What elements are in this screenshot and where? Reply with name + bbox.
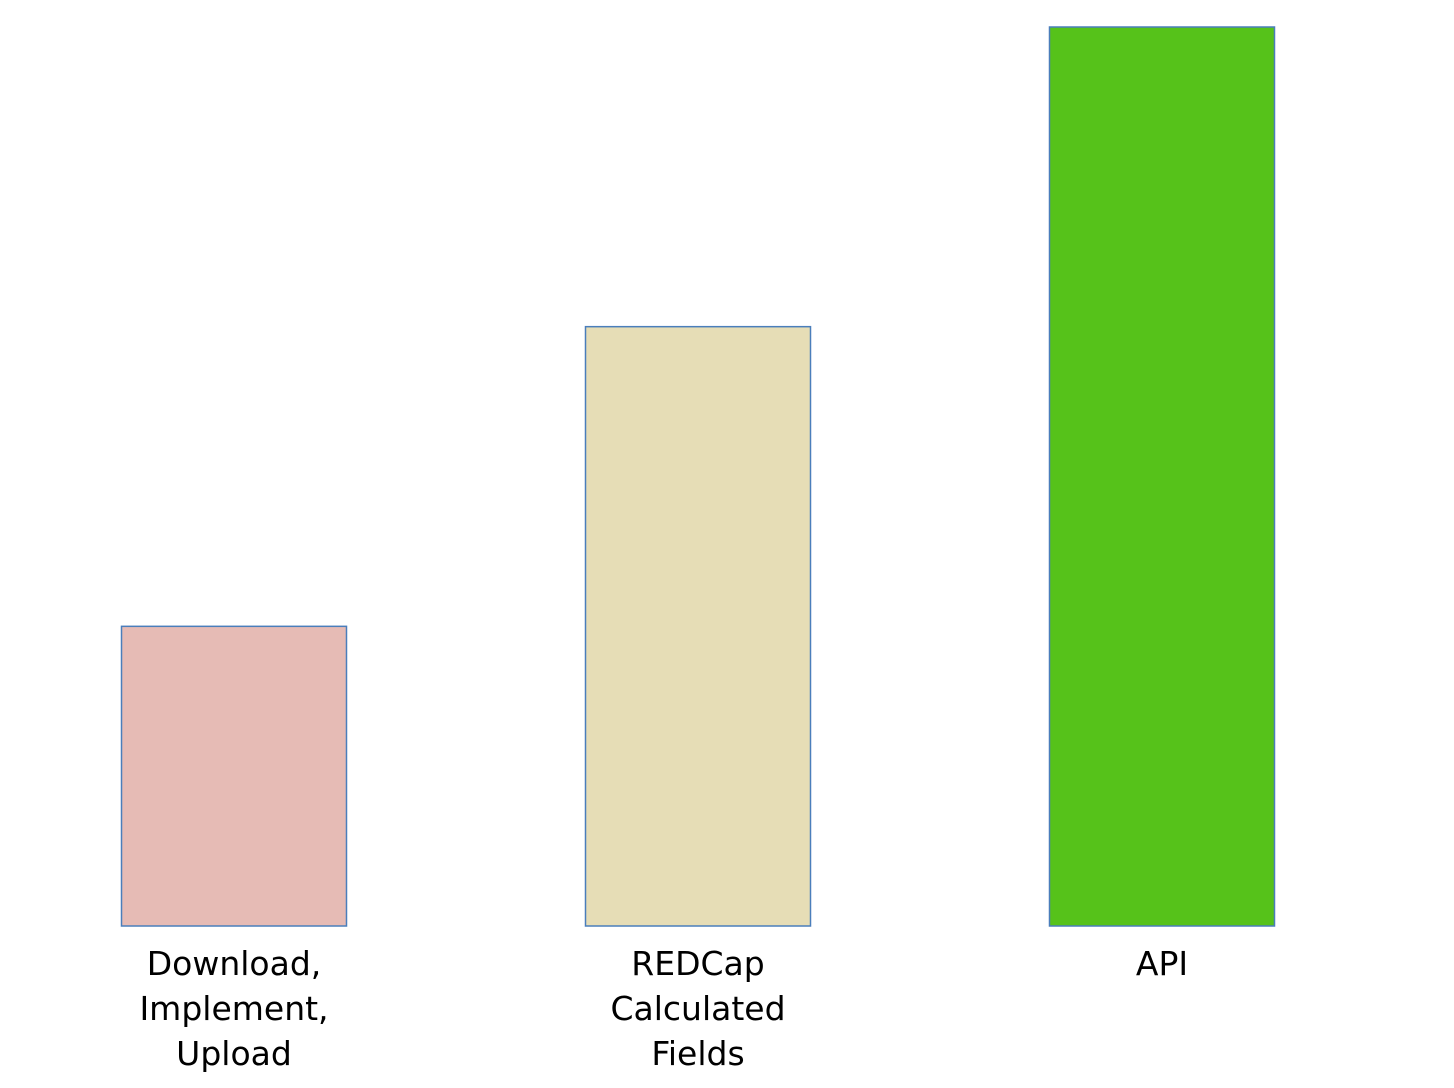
- bars-group: [120, 26, 1276, 927]
- category-label-2: REDCap Calculated Fields: [610, 944, 785, 1073]
- category-labels-group: Download, Implement, Upload REDCap Calculate…: [139, 944, 1188, 1073]
- category-label-1: Download, Implement, Upload: [139, 944, 328, 1073]
- bar-1: [120, 625, 348, 927]
- category-label-3: API: [1136, 944, 1188, 983]
- bar-3: [1048, 26, 1276, 927]
- bar-2: [584, 325, 812, 927]
